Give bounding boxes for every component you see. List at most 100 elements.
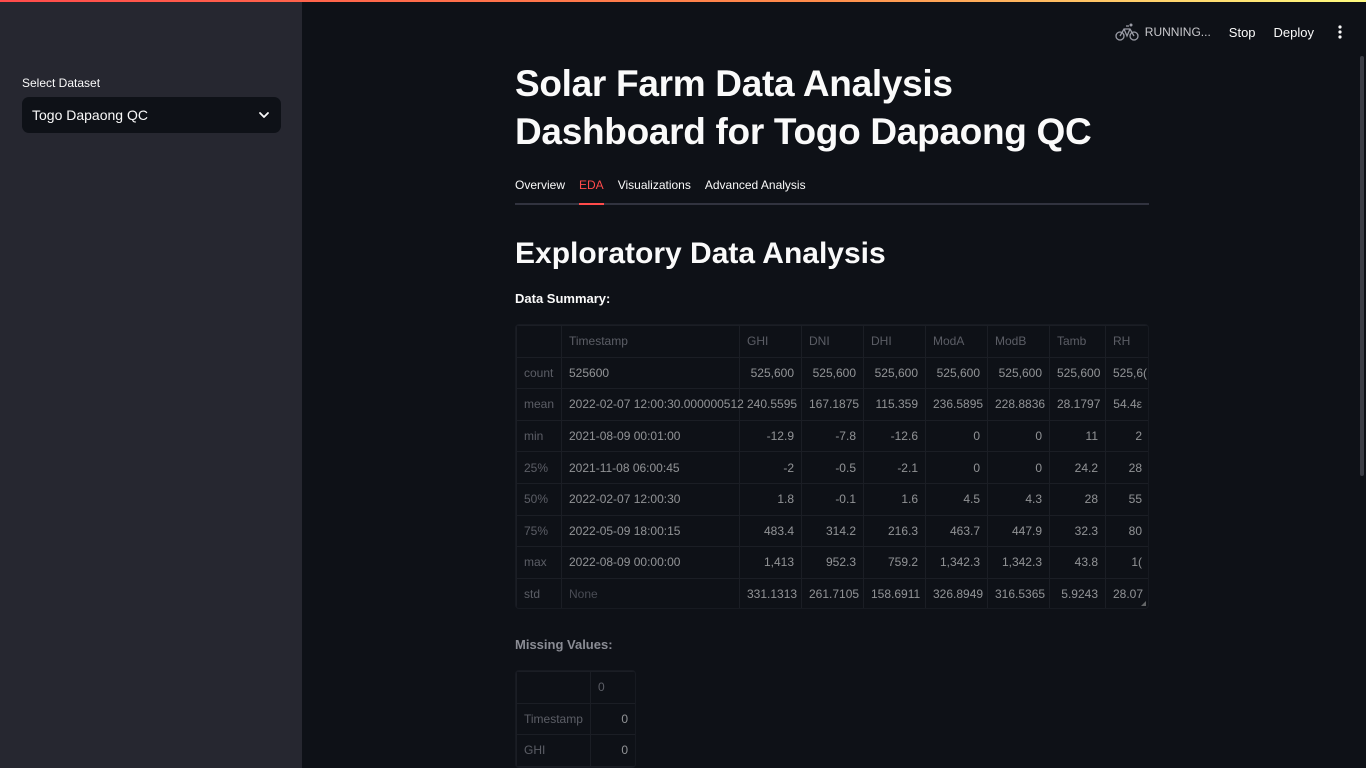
- table-cell[interactable]: 28: [1105, 451, 1148, 484]
- table-cell[interactable]: 447.9: [987, 514, 1050, 548]
- table-cell[interactable]: 525,600: [739, 356, 802, 390]
- table-cell[interactable]: 24.2: [1049, 451, 1106, 484]
- table-cell[interactable]: 331.1313: [739, 577, 802, 608]
- table-cell[interactable]: 158.6911: [863, 577, 926, 608]
- table-cell[interactable]: 55: [1105, 482, 1148, 516]
- table-cell[interactable]: 2021-11-08 06:00:45: [561, 451, 740, 484]
- table-cell[interactable]: 525,600: [801, 356, 864, 390]
- stop-button[interactable]: Stop: [1228, 24, 1256, 40]
- table-cell[interactable]: 326.8949: [925, 577, 988, 608]
- table-cell[interactable]: 115.359: [863, 388, 926, 421]
- table-cell[interactable]: 80: [1105, 514, 1148, 548]
- table-cell[interactable]: 0: [590, 734, 635, 767]
- column-header[interactable]: DHI: [863, 325, 926, 358]
- table-cell[interactable]: 2022-02-07 12:00:30: [561, 482, 740, 516]
- row-index[interactable]: GHI: [516, 734, 591, 767]
- table-cell[interactable]: 261.7105: [801, 577, 864, 608]
- table-cell[interactable]: 1,342.3: [925, 546, 988, 579]
- tab-overview[interactable]: Overview: [515, 178, 566, 192]
- table-cell[interactable]: 525,6(: [1105, 356, 1148, 390]
- column-header[interactable]: GHI: [739, 325, 802, 358]
- resize-handle[interactable]: [1141, 601, 1146, 606]
- row-index[interactable]: max: [516, 546, 562, 579]
- table-cell[interactable]: 525,600: [863, 356, 926, 390]
- table-cell[interactable]: 28.1797: [1049, 388, 1106, 421]
- column-header[interactable]: 0: [590, 671, 635, 704]
- column-header[interactable]: RH: [1105, 325, 1148, 358]
- table-cell[interactable]: 216.3: [863, 514, 926, 548]
- table-cell[interactable]: 952.3: [801, 546, 864, 579]
- data-summary-table[interactable]: Timestamp GHI DNI DHI ModA ModB Tamb RH count 525…: [515, 324, 1149, 609]
- tab-advanced-analysis[interactable]: Advanced Analysis: [704, 178, 806, 192]
- table-cell[interactable]: 2: [1105, 419, 1148, 453]
- table-cell[interactable]: 525,600: [925, 356, 988, 390]
- table-cell[interactable]: 5.9243: [1049, 577, 1106, 608]
- column-header[interactable]: [516, 671, 591, 704]
- table-cell[interactable]: -12.9: [739, 419, 802, 453]
- dataset-select[interactable]: Togo Dapaong QC: [22, 97, 281, 133]
- table-cell[interactable]: 2022-05-09 18:00:15: [561, 514, 740, 548]
- table-cell[interactable]: 32.3: [1049, 514, 1106, 548]
- table-cell[interactable]: 11: [1049, 419, 1106, 453]
- table-cell[interactable]: -0.5: [801, 451, 864, 484]
- table-cell[interactable]: 2022-02-07 12:00:30.000000512: [561, 388, 744, 421]
- table-cell[interactable]: 759.2: [863, 546, 926, 579]
- table-cell[interactable]: -12.6: [863, 419, 926, 453]
- table-cell[interactable]: 240.5595: [739, 388, 802, 421]
- table-cell[interactable]: None: [561, 577, 740, 608]
- table-cell[interactable]: 0: [925, 419, 988, 453]
- table-cell[interactable]: 1(: [1105, 546, 1148, 579]
- table-cell[interactable]: 28: [1049, 482, 1106, 516]
- table-cell[interactable]: 228.8836: [987, 388, 1050, 421]
- table-cell[interactable]: -7.8: [801, 419, 864, 453]
- column-header[interactable]: Timestamp: [561, 325, 740, 358]
- row-index[interactable]: min: [516, 419, 562, 453]
- table-cell[interactable]: 0: [987, 419, 1050, 453]
- row-index[interactable]: count: [516, 356, 562, 390]
- column-header[interactable]: DNI: [801, 325, 864, 358]
- row-index[interactable]: 25%: [516, 451, 562, 484]
- table-cell[interactable]: -0.1: [801, 482, 864, 516]
- table-cell[interactable]: 316.5365: [987, 577, 1050, 608]
- column-header[interactable]: Tamb: [1049, 325, 1106, 358]
- table-cell[interactable]: 2021-08-09 00:01:00: [561, 419, 740, 453]
- bicycle-icon: [1115, 23, 1139, 41]
- table-cell[interactable]: 0: [590, 702, 635, 736]
- table-cell[interactable]: 28.07: [1105, 577, 1148, 608]
- more-options-icon[interactable]: [1332, 24, 1348, 40]
- column-header[interactable]: ModA: [925, 325, 988, 358]
- table-cell[interactable]: 167.1875: [801, 388, 864, 421]
- column-header[interactable]: ModB: [987, 325, 1050, 358]
- table-cell[interactable]: 4.5: [925, 482, 988, 516]
- tab-eda[interactable]: EDA: [579, 176, 604, 205]
- row-index[interactable]: 50%: [516, 482, 562, 516]
- deploy-button[interactable]: Deploy: [1273, 24, 1314, 40]
- row-index[interactable]: std: [516, 577, 562, 608]
- table-cell[interactable]: 314.2: [801, 514, 864, 548]
- table-cell[interactable]: 1.6: [863, 482, 926, 516]
- row-index[interactable]: mean: [516, 388, 562, 421]
- table-cell[interactable]: 2022-08-09 00:00:00: [561, 546, 740, 579]
- table-cell[interactable]: 525,600: [1049, 356, 1106, 390]
- table-cell[interactable]: 0: [987, 451, 1050, 484]
- table-cell[interactable]: 525,600: [987, 356, 1050, 390]
- table-cell[interactable]: -2.1: [863, 451, 926, 484]
- table-cell[interactable]: 525600: [561, 356, 740, 390]
- table-cell[interactable]: 1,413: [739, 546, 802, 579]
- table-cell[interactable]: 43.8: [1049, 546, 1106, 579]
- table-cell[interactable]: 1.8: [739, 482, 802, 516]
- table-cell[interactable]: 0: [925, 451, 988, 484]
- table-cell[interactable]: 236.5895: [925, 388, 988, 421]
- main-scrollbar[interactable]: [1360, 56, 1364, 476]
- table-cell[interactable]: 1,342.3: [987, 546, 1050, 579]
- row-index[interactable]: 75%: [516, 514, 562, 548]
- table-cell[interactable]: 4.3: [987, 482, 1050, 516]
- missing-values-table[interactable]: 0 Timestamp 0 GHI 0: [515, 670, 636, 768]
- column-header[interactable]: [516, 325, 562, 358]
- table-cell[interactable]: -2: [739, 451, 802, 484]
- row-index[interactable]: Timestamp: [516, 702, 591, 736]
- table-cell[interactable]: 483.4: [739, 514, 802, 548]
- table-cell[interactable]: 463.7: [925, 514, 988, 548]
- table-cell[interactable]: 54.4ε: [1105, 388, 1148, 421]
- tab-visualizations[interactable]: Visualizations: [617, 178, 691, 192]
